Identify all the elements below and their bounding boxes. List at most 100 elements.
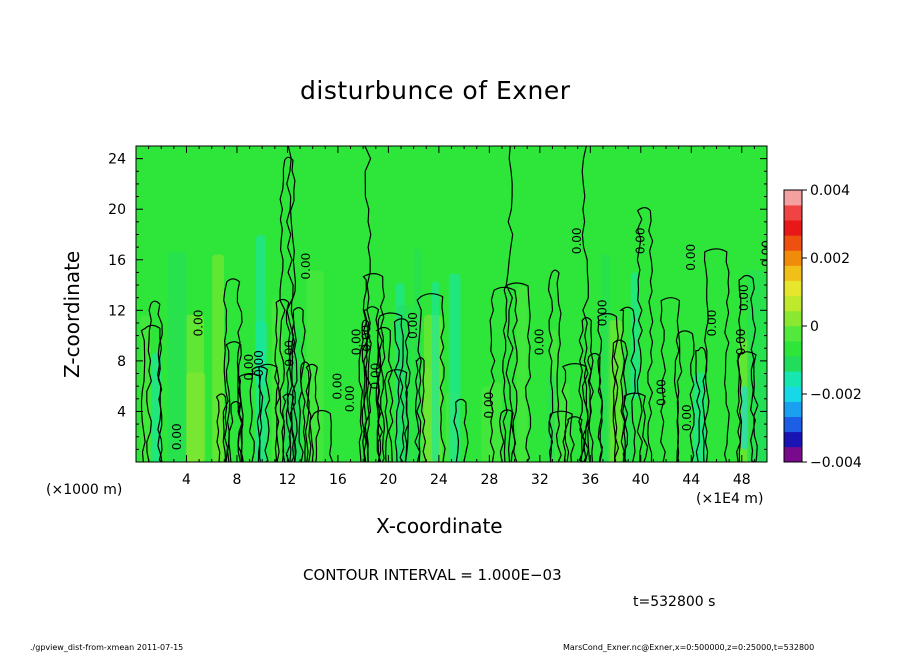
colorbar-swatch: [784, 310, 802, 327]
contour-line: [414, 357, 427, 462]
contour-line: [286, 146, 294, 462]
time-label: t=532800 s: [633, 594, 716, 610]
contour-line: [489, 286, 518, 462]
contour-line: [364, 146, 372, 462]
colorbar-swatch: [784, 190, 802, 206]
contour-line: [502, 282, 532, 462]
colorbar-swatch: [784, 356, 802, 372]
x-tick-label: 48: [733, 472, 751, 488]
contour-label: 0.00: [684, 244, 698, 271]
contour-line: [587, 352, 604, 462]
contour-label: 0.00: [349, 329, 363, 356]
colorbar-swatch: [784, 386, 802, 402]
field-patch: [630, 272, 640, 399]
contour-line: [736, 351, 759, 462]
contour-label: 0.00: [760, 240, 774, 267]
contour-line: [703, 248, 730, 462]
x-tick-label: 24: [430, 472, 448, 488]
contour-label: 0.00: [633, 227, 647, 254]
y-tick-label: 4: [117, 404, 126, 420]
x-axis-label: X-coordinate: [376, 514, 503, 538]
contour-line: [673, 330, 695, 462]
contour-line: [222, 278, 243, 462]
field-patch: [448, 273, 461, 462]
contour-line: [256, 363, 281, 462]
contour-line: [505, 146, 514, 462]
x-tick-label: 8: [232, 472, 241, 488]
contour-line: [215, 393, 229, 462]
field-patch: [601, 254, 611, 462]
field-patch: [255, 234, 266, 387]
contour-line: [358, 319, 372, 462]
colorbar-swatch: [784, 431, 802, 448]
field-patch: [747, 270, 767, 462]
colorbar-tick-label: 0.004: [810, 183, 850, 199]
x-unit-left: (×1000 m): [46, 482, 123, 498]
field-patch: [489, 382, 503, 462]
contour-line: [619, 306, 637, 462]
colorbar-swatch: [784, 250, 802, 266]
contour-line: [611, 339, 629, 462]
contour-interval-text: CONTOUR INTERVAL = 1.000E−03: [303, 566, 562, 584]
contour-label: 0.00: [330, 373, 344, 400]
footer-left: ./gpview_dist-from-xmean 2011-07-15: [30, 643, 184, 652]
colorbar-swatch: [784, 235, 802, 251]
contour-label: 0.00: [482, 392, 496, 419]
colorbar-swatch: [784, 295, 802, 312]
contour-label: 0.00: [359, 325, 373, 352]
contour-line: [736, 274, 757, 462]
colorbar-swatch: [784, 446, 802, 463]
contour-label: 0.00: [368, 363, 382, 390]
field-patch: [186, 372, 206, 462]
contour-layer: 0.000.000.000.00 0.000.000.000.000.000.00…: [140, 146, 774, 462]
contour-label: 0.00: [570, 227, 584, 254]
field-patch: [396, 305, 412, 462]
contour-line: [453, 398, 469, 462]
contour-line: [548, 410, 575, 462]
colorbar-swatch: [784, 220, 802, 236]
contour-label: 0.00: [282, 340, 296, 367]
x-tick-label: 4: [182, 472, 191, 488]
contour-line: [581, 146, 590, 462]
contour-label: 0.00: [252, 350, 266, 377]
contour-line: [237, 373, 264, 462]
x-tick-label: 36: [581, 472, 599, 488]
contour-line: [498, 409, 517, 462]
contour-label: 0.00: [406, 312, 420, 339]
colorbar-tick-label: 0: [810, 319, 819, 335]
colorbar-swatch: [784, 416, 802, 433]
contour-line: [362, 273, 386, 462]
colorbar-tick-label: −0.002: [810, 387, 862, 403]
x-unit-right: (×1E4 m): [696, 491, 764, 507]
x-tick-label: 44: [682, 472, 700, 488]
contour-line: [375, 326, 394, 462]
contour-label: 0.00: [532, 329, 546, 356]
contour-label: 0.00: [655, 379, 669, 406]
contour-line: [298, 361, 312, 462]
contour-line: [146, 300, 163, 462]
field-patch: [481, 386, 492, 462]
colorbar-tick-label: −0.004: [810, 455, 862, 471]
y-tick-label: 8: [117, 354, 126, 370]
contour-line: [660, 297, 683, 462]
contour-line: [416, 293, 446, 462]
field-patch: [607, 320, 623, 462]
y-tick-label: 24: [108, 152, 126, 168]
colorbar-tick-label: 0.002: [810, 251, 850, 267]
colorbar-swatch: [784, 205, 802, 221]
colorbar-swatch: [784, 280, 802, 297]
y-tick-label: 12: [108, 303, 126, 319]
x-tick-label: 20: [379, 472, 397, 488]
contour-line: [597, 313, 620, 462]
contour-line: [636, 207, 654, 462]
contour-label: 0.00: [734, 329, 748, 356]
contour-label: 0.00: [680, 404, 694, 431]
contour-line: [309, 409, 334, 462]
contour-label: 0.00: [242, 354, 256, 381]
contour-label: 0.00: [595, 299, 609, 326]
contour-line: [361, 306, 382, 462]
y-tick-label: 20: [108, 202, 126, 218]
field-patch: [516, 286, 528, 462]
y-tick-label: 16: [108, 253, 126, 269]
